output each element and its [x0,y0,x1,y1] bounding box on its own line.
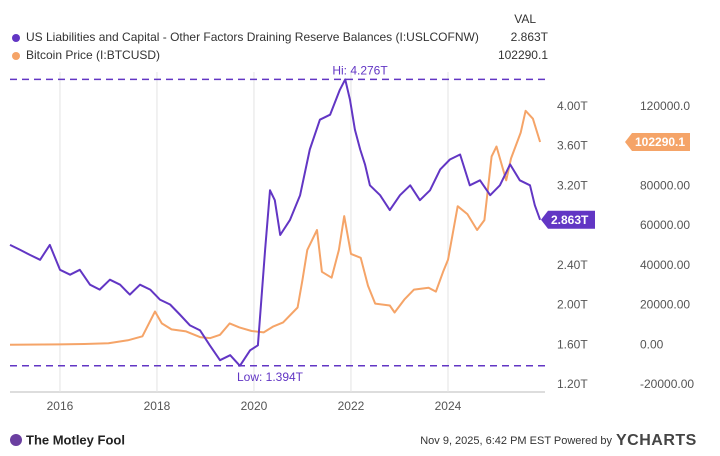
x-tick-label: 2020 [241,399,268,413]
legend-value: 102290.1 [498,48,548,62]
y2-tick-label: -20000.00 [640,377,694,391]
hi-label: Hi: 4.276T [332,64,388,78]
y2-tick-label: 20000.00 [640,298,690,312]
ycharts-logo: YCHARTS [616,432,697,449]
brand: The Motley Fool [26,432,125,447]
y-tick-label: 1.60T [557,337,588,351]
x-tick-label: 2022 [338,399,365,413]
series-line [9,78,542,367]
x-tick-label: 2024 [435,399,462,413]
y-tick-label: 2.00T [557,298,588,312]
legend-value: 2.863T [511,30,549,44]
x-tick-label: 2016 [47,399,74,413]
value-header: VAL [514,12,536,26]
last-value-badge [625,132,690,151]
last-value-badge [541,210,595,229]
y-tick-label: 1.20T [557,377,588,391]
low-label: Low: 1.394T [237,370,304,384]
legend-marker [12,52,20,60]
y2-tick-label: 60000.00 [640,218,690,232]
plot-area: 2016 2018 2020 2022 2024 4.00T 3.60T 3.20T 2.40T… [9,64,694,413]
y-tick-label: 4.00T [557,99,588,113]
y2-tick-label: 80000.00 [640,178,690,192]
brand-icon [10,434,22,446]
y-tick-label: 3.60T [557,139,588,153]
y-tick-label: 3.20T [557,178,588,192]
legend: US Liabilities and Capital - Other Facto… [12,30,549,62]
last-value-label: 2.863T [551,213,589,227]
series-line [9,109,542,346]
y2-tick-label: 40000.00 [640,258,690,272]
legend-label: Bitcoin Price (I:BTCUSD) [26,48,160,62]
y-tick-label: 2.40T [557,258,588,272]
x-tick-label: 2018 [144,399,171,413]
y2-tick-label: 0.00 [640,337,664,351]
last-value-label: 102290.1 [635,135,685,149]
footer: The Motley Fool Nov 9, 2025, 6:42 PM EST… [10,432,697,449]
timestamp: Nov 9, 2025, 6:42 PM EST Powered by [420,435,612,447]
legend-label: US Liabilities and Capital - Other Facto… [26,30,479,44]
legend-marker [12,34,20,42]
y2-tick-label: 120000.0 [640,99,690,113]
